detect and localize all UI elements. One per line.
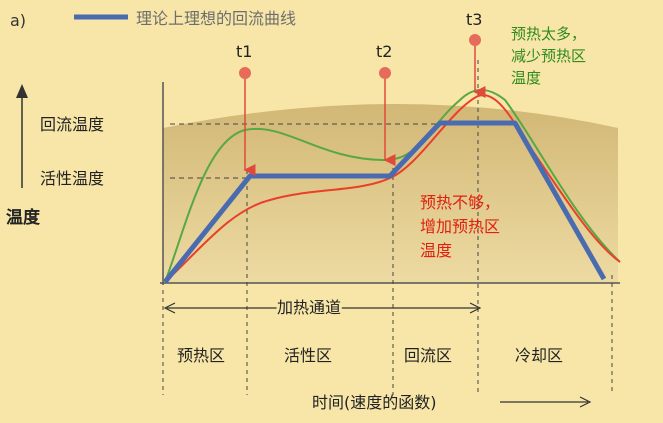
zone-cooling: 冷却区 [515, 346, 563, 365]
marker-t2 [379, 67, 396, 166]
reflow-temp-label: 回流温度 [40, 115, 104, 134]
red-note-line-1: 预热不够， [420, 193, 500, 212]
legend-label: 理论上理想的回流曲线 [136, 9, 296, 28]
green-note-line-2: 减少预热区 [511, 47, 586, 65]
marker-t1-label: t1 [236, 42, 252, 61]
green-note-line-3: 温度 [511, 69, 541, 87]
activation-temp-label: 活性温度 [40, 169, 104, 188]
red-note-line-2: 增加预热区 [420, 217, 500, 236]
time-arrowhead [579, 396, 592, 408]
marker-t3-label: t3 [466, 10, 482, 29]
heating-channel-arrowhead-right [469, 302, 482, 314]
zone-activation: 活性区 [284, 346, 332, 365]
marker-t1 [239, 67, 256, 176]
zone-preheat: 预热区 [177, 346, 225, 365]
y-axis-label: 温度 [6, 207, 41, 228]
plot-area [163, 104, 618, 283]
panel-label: a) [10, 11, 26, 30]
ideal-curve [163, 120, 607, 284]
marker-t3 [469, 34, 486, 98]
zone-reflow: 回流区 [404, 346, 452, 365]
heating-channel-arrowhead-left [163, 302, 176, 314]
red-note-line-3: 温度 [420, 241, 452, 260]
y-axis-arrowhead [16, 84, 28, 98]
heating-channel-label: 加热通道 [277, 298, 341, 317]
x-axis-label: 时间(速度的函数) [312, 393, 437, 412]
marker-t2-label: t2 [376, 42, 392, 61]
red-curve [164, 94, 621, 283]
green-note-line-1: 预热太多， [511, 25, 586, 43]
